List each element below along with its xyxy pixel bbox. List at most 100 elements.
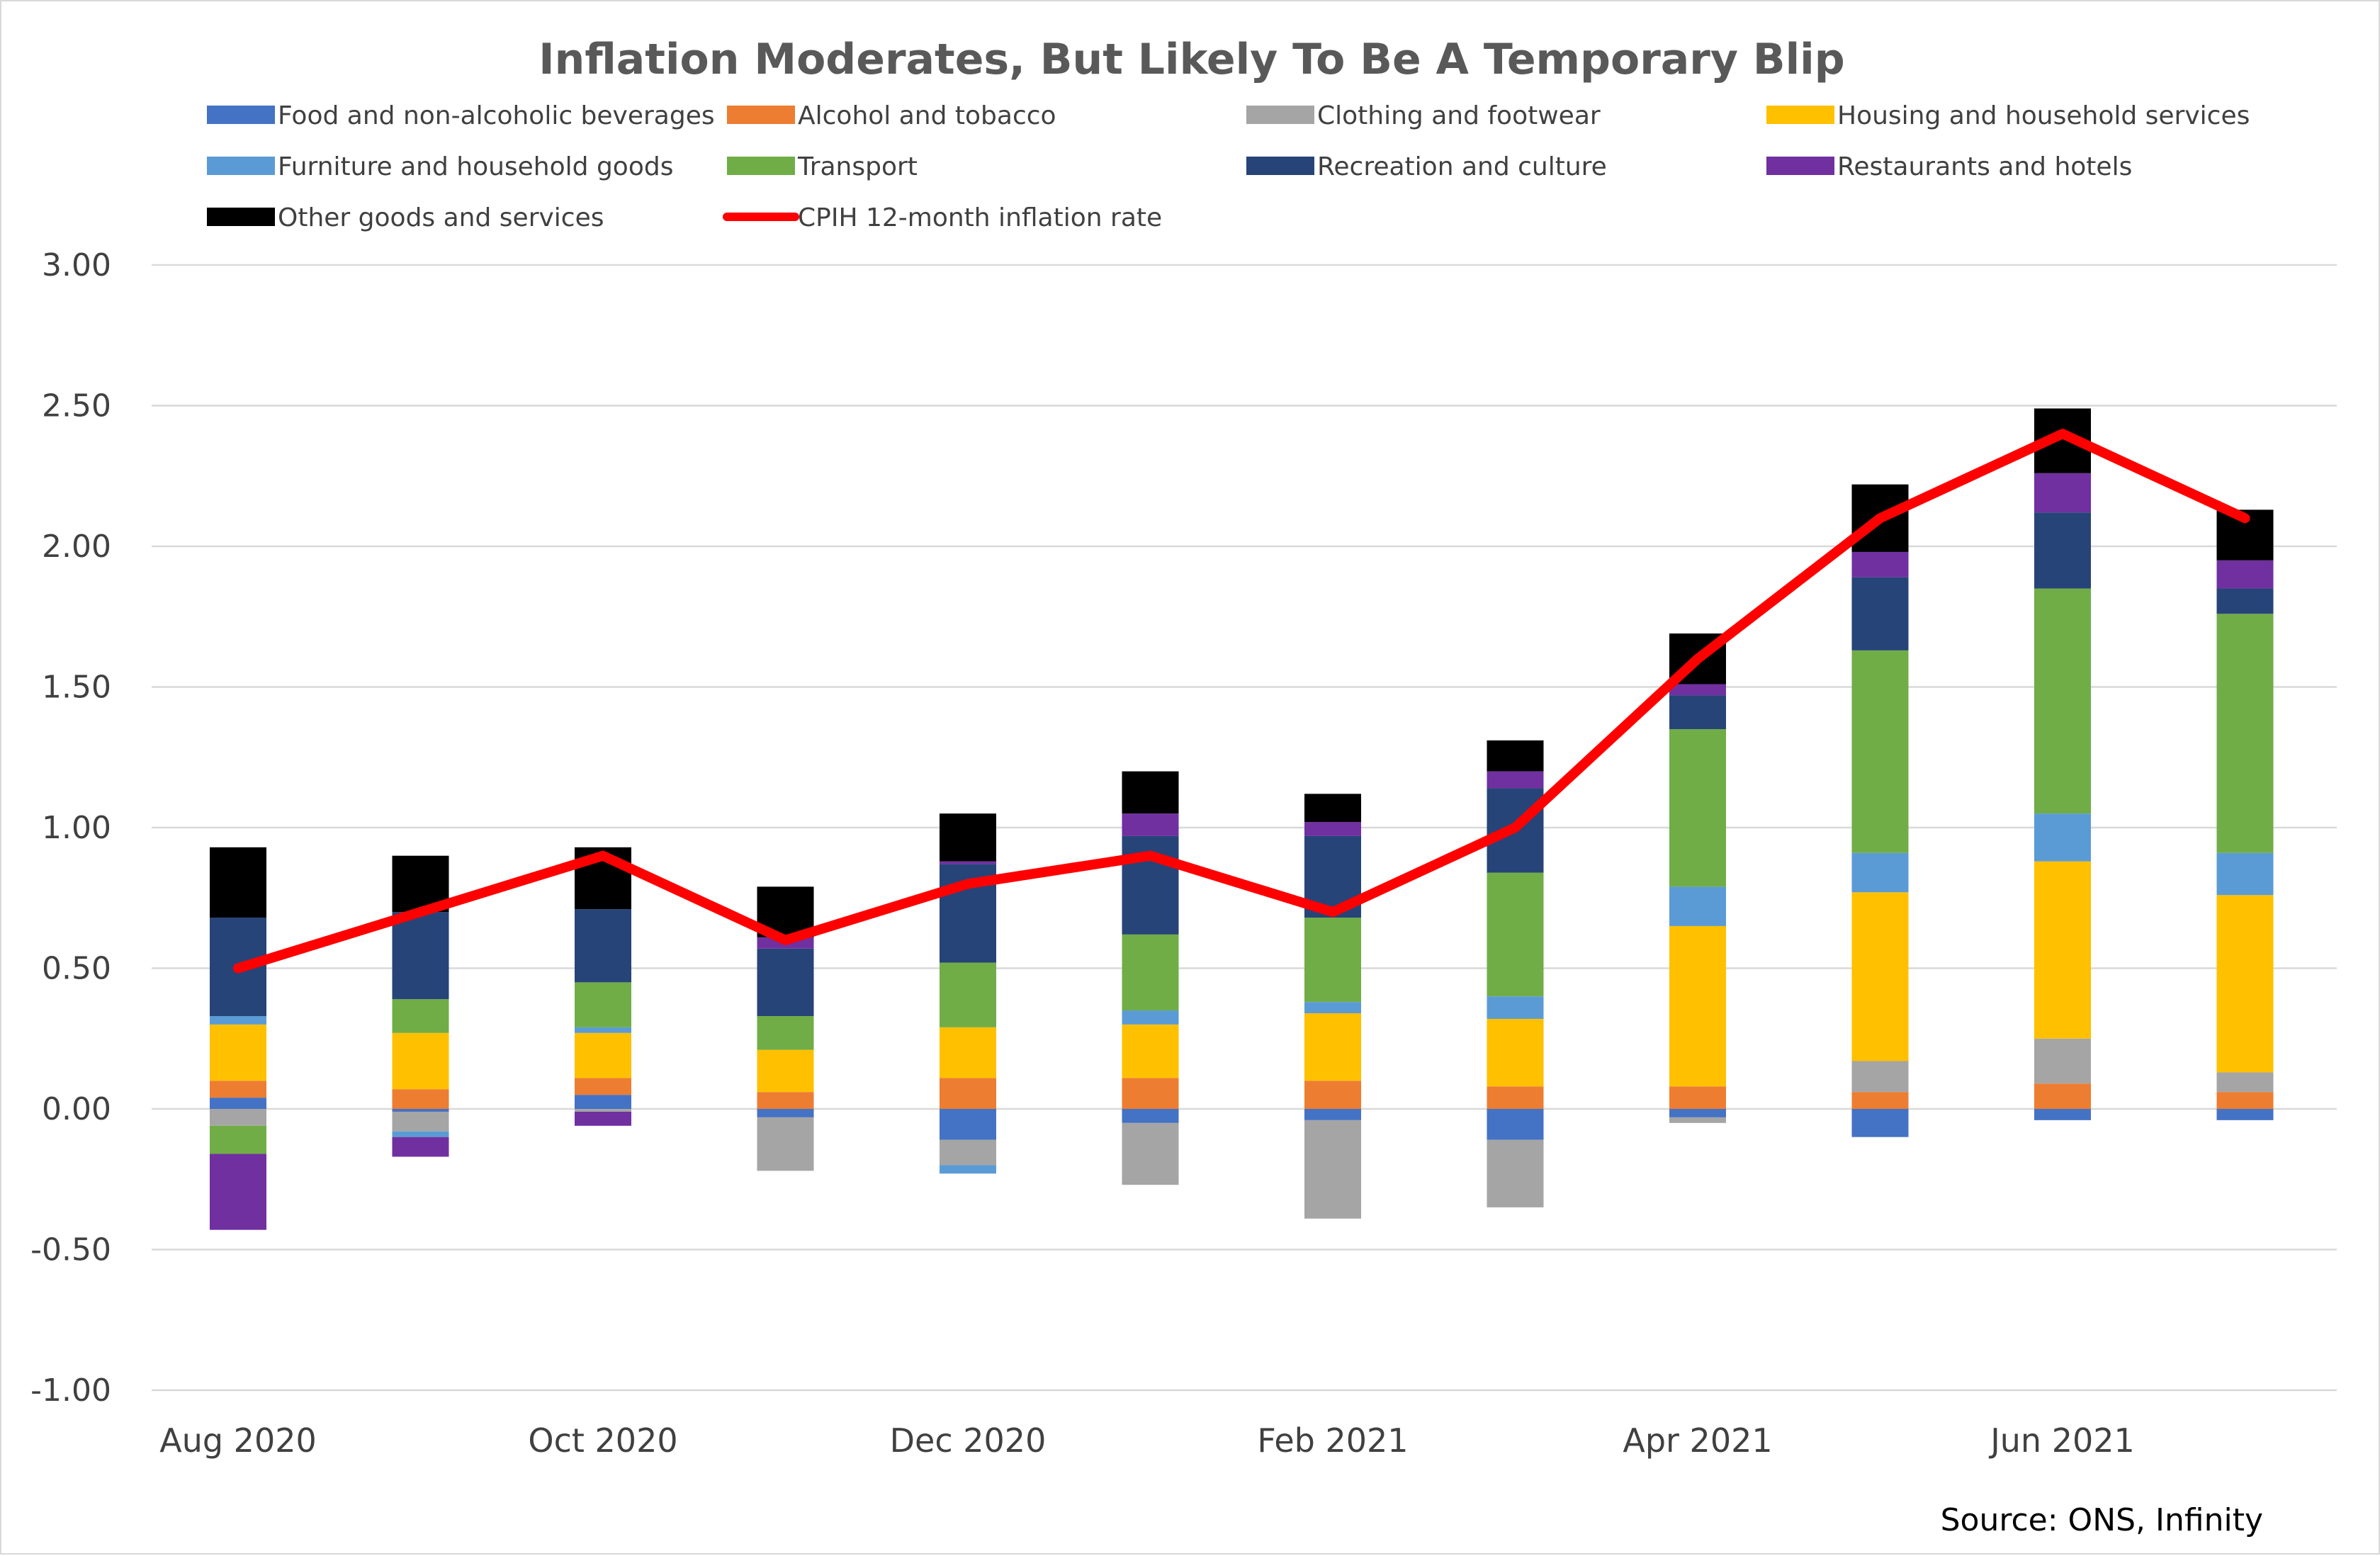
bar-segment [1122, 1109, 1179, 1123]
legend-item: Other goods and services [207, 203, 604, 232]
x-tick-label: Aug 2020 [159, 1421, 317, 1460]
bar-segment [1851, 1109, 1909, 1137]
bar-segment [1304, 918, 1361, 1003]
bar-segment [757, 1092, 814, 1109]
legend-item: Restaurants and hotels [1766, 152, 2132, 181]
bar-segment [2216, 895, 2274, 1073]
legend-label: CPIH 12-month inflation rate [798, 203, 1162, 232]
bar-segment [1304, 822, 1361, 836]
y-tick-label: 0.00 [42, 1091, 111, 1127]
bar-segment [392, 1089, 449, 1109]
bar-segment [1304, 1013, 1361, 1081]
bar-segment [1487, 1018, 1544, 1087]
legend-label: Food and non-alcoholic beverages [278, 101, 715, 130]
y-tick-label: 1.00 [42, 810, 111, 846]
bar-segment [392, 1131, 449, 1137]
bar-segment [210, 1125, 266, 1154]
legend-swatch [207, 208, 275, 226]
y-tick-label: 1.50 [42, 670, 111, 706]
legend-swatch [1766, 157, 1834, 175]
bar-segment [1669, 729, 1726, 887]
bar-segment [210, 1081, 266, 1098]
bar-segment [575, 1111, 631, 1126]
bar-segment [1122, 1024, 1179, 1078]
bar-segment [1669, 684, 1726, 696]
bar-segment [210, 1015, 266, 1025]
legend-label: Alcohol and tobacco [798, 101, 1056, 130]
bar-segment [1487, 771, 1544, 789]
stacked-bars [210, 408, 2274, 1230]
legend-item: Clothing and footwear [1246, 101, 1601, 130]
legend-item: Housing and household services [1766, 101, 2250, 130]
bar-segment [1122, 771, 1179, 814]
legend-label: Housing and household services [1837, 101, 2250, 130]
bar-segment [1851, 650, 1909, 853]
bar-segment [1669, 1109, 1726, 1117]
bar-segment [2216, 1072, 2274, 1093]
bar-segment [1304, 794, 1361, 823]
y-tick-label: -0.50 [30, 1232, 111, 1268]
bar-segment [575, 1027, 631, 1033]
bar-segment [1487, 740, 1544, 772]
bar-segment [1669, 695, 1726, 730]
bar-segment [575, 982, 631, 1027]
legend-label: Restaurants and hotels [1837, 152, 2132, 181]
legend-swatch [727, 157, 795, 175]
chart-title: Inflation Moderates, But Likely To Be A … [538, 35, 1844, 84]
bar-segment [940, 1165, 996, 1174]
bar-segment [940, 962, 996, 1027]
bar-segment [1122, 1122, 1179, 1185]
bar-segment [392, 1137, 449, 1157]
bar-segment [1122, 813, 1179, 836]
bar-segment [392, 912, 449, 1000]
bar-segment [2216, 1092, 2274, 1109]
bar-segment [575, 1109, 631, 1112]
bar-segment [1487, 1139, 1544, 1207]
legend-swatch [1246, 157, 1314, 175]
bar-segment [940, 813, 996, 862]
legend-swatch [207, 157, 275, 175]
legend-label: Recreation and culture [1317, 152, 1607, 181]
legend-item: CPIH 12-month inflation rate [723, 203, 1162, 232]
bar-segment [940, 861, 996, 864]
bar-segment [1669, 925, 1726, 1087]
bar-segment [392, 1111, 449, 1132]
legend-item: Alcohol and tobacco [727, 101, 1056, 130]
bar-segment [392, 999, 449, 1033]
bar-segment [575, 909, 631, 983]
bar-segment [2034, 1109, 2091, 1120]
source-note: Source: ONS, Infinity [1941, 1502, 2263, 1538]
bar-segment [1669, 1117, 1726, 1123]
bar-segment [2216, 1109, 2274, 1120]
bar-segment [757, 1049, 814, 1093]
x-tick-label: Feb 2021 [1257, 1421, 1408, 1460]
bar-segment [757, 1109, 814, 1117]
bar-segment [757, 1015, 814, 1050]
bar-segment [1122, 1010, 1179, 1025]
bar-segment [1851, 551, 1909, 577]
bar-segment [940, 1027, 996, 1078]
bar-segment [392, 1032, 449, 1090]
bar-segment [1851, 852, 1909, 893]
bar-segment [2034, 512, 2091, 589]
bar-segment [210, 1098, 266, 1109]
bar-segment [1304, 1120, 1361, 1219]
legend-item: Furniture and household goods [207, 152, 673, 181]
legend-swatch [1246, 106, 1314, 124]
bar-segment [1304, 1002, 1361, 1014]
x-axis-ticks: Aug 2020 Oct 2020 Dec 2020 Feb 2021 Apr 2021… [159, 1421, 2135, 1460]
bar-segment [1487, 872, 1544, 997]
y-tick-label: 3.00 [42, 247, 111, 283]
cpih-line [233, 429, 2250, 974]
bar-segment [2216, 614, 2274, 853]
bar-segment [1851, 892, 1909, 1061]
bar-segment [1669, 886, 1726, 926]
legend-swatch [1766, 106, 1834, 124]
bar-segment [1487, 1086, 1544, 1109]
x-tick-label: Dec 2020 [890, 1421, 1047, 1460]
bar-segment [210, 1024, 266, 1081]
bar-segment [2216, 852, 2274, 896]
bar-segment [2034, 473, 2091, 513]
